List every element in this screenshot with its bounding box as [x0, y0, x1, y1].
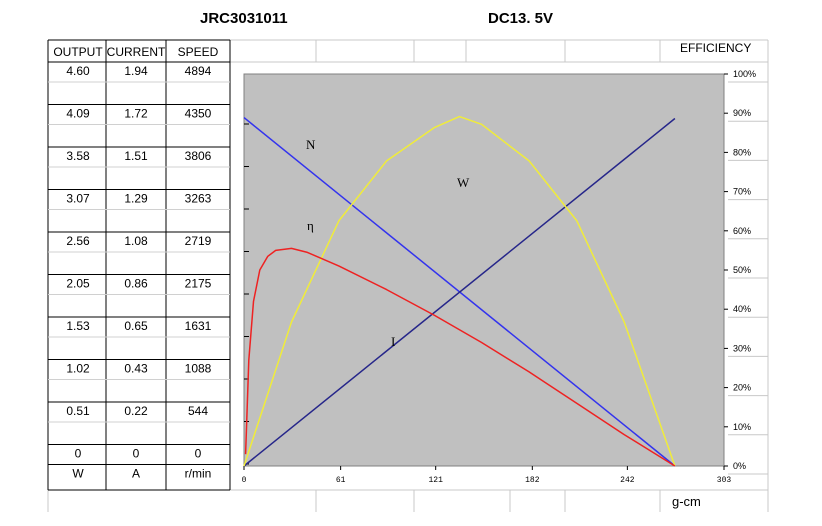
table-cell: 2.56 [66, 234, 90, 248]
x-tick-label: 182 [525, 476, 540, 485]
table-header-current: CURRENT [107, 45, 166, 59]
series-efficiency-line [244, 247, 676, 467]
y-tick-label: 100% [733, 69, 756, 79]
table-unit: A [132, 467, 140, 481]
x-axis-ticks: 0 61 121 182 242 303 [242, 466, 732, 485]
table-cell: 544 [188, 404, 208, 418]
table-cell: 0.51 [66, 404, 90, 418]
table-cell: 4.09 [66, 107, 90, 121]
table-header-output: OUTPUT [53, 45, 103, 59]
table-cell: 1.29 [124, 192, 148, 206]
curves [243, 115, 676, 467]
table-cell: 1.08 [124, 234, 148, 248]
table-cell: 2.05 [66, 277, 90, 291]
table-cell: 1.51 [124, 149, 148, 163]
y-tick-label: 60% [733, 226, 751, 236]
x-tick-label: 61 [336, 476, 346, 485]
table-cell: 2175 [185, 277, 212, 291]
x-tick-label: 303 [717, 476, 732, 485]
table-cell: 2719 [185, 234, 212, 248]
y-tick-label: 80% [733, 147, 751, 157]
x-tick-label: 121 [428, 476, 443, 485]
table-cell: 0.65 [124, 319, 148, 333]
table-cell: 0 [133, 447, 140, 461]
y-tick-label: 0% [733, 461, 746, 471]
table-cell: 0.43 [124, 362, 148, 376]
y-tick-label: 10% [733, 422, 751, 432]
y-tick-label: 90% [733, 108, 751, 118]
table-unit: r/min [185, 467, 212, 481]
curve-label-w: W [457, 175, 470, 190]
table-cell: 3806 [185, 149, 212, 163]
table-cell: 0 [195, 447, 202, 461]
table-cell: 1.53 [66, 319, 90, 333]
efficiency-label: EFFICIENCY [680, 41, 751, 55]
y-tick-label: 30% [733, 343, 751, 353]
y-tick-label: 50% [733, 265, 751, 275]
table-cell: 0.22 [124, 404, 148, 418]
chart-title: JRC3031011 [200, 10, 288, 27]
x-tick-label: 242 [620, 476, 635, 485]
efficiency-axis-ticks: 0% 10% 20% 30% 40% 50% 60% 70% 80% 90% 100% [724, 69, 756, 471]
table-cell: 1088 [185, 362, 212, 376]
series-w-line [243, 115, 676, 467]
table-cell: 3.58 [66, 149, 90, 163]
table-cell: 4350 [185, 107, 212, 121]
curve-label-i: I [391, 334, 395, 349]
x-tick-label: 0 [242, 476, 247, 485]
table-cell: 3.07 [66, 192, 90, 206]
table-cell: 1.72 [124, 107, 148, 121]
curve-label-n: N [306, 137, 316, 152]
x-unit-label: g-cm [672, 494, 701, 509]
table-cell: 3263 [185, 192, 212, 206]
table-cell: 4894 [185, 64, 212, 78]
y-tick-label: 20% [733, 383, 751, 393]
table-cell: 0.86 [124, 277, 148, 291]
table-cell: 0 [75, 447, 82, 461]
curve-label-eta: η [307, 218, 314, 233]
table-cell: 1.94 [124, 64, 148, 78]
table-cell: 1.02 [66, 362, 90, 376]
table-unit: W [72, 467, 84, 481]
data-table: OUTPUT CURRENT SPEED 4.60 1.94 4894 4.09 1.72 43… [47, 39, 231, 491]
series-i-line [243, 117, 676, 467]
table-header-speed: SPEED [178, 45, 219, 59]
table-cell: 4.60 [66, 64, 90, 78]
y-tick-label: 70% [733, 187, 751, 197]
table-cell: 1631 [185, 319, 212, 333]
voltage-label: DC13. 5V [488, 10, 553, 27]
y-tick-label: 40% [733, 304, 751, 314]
